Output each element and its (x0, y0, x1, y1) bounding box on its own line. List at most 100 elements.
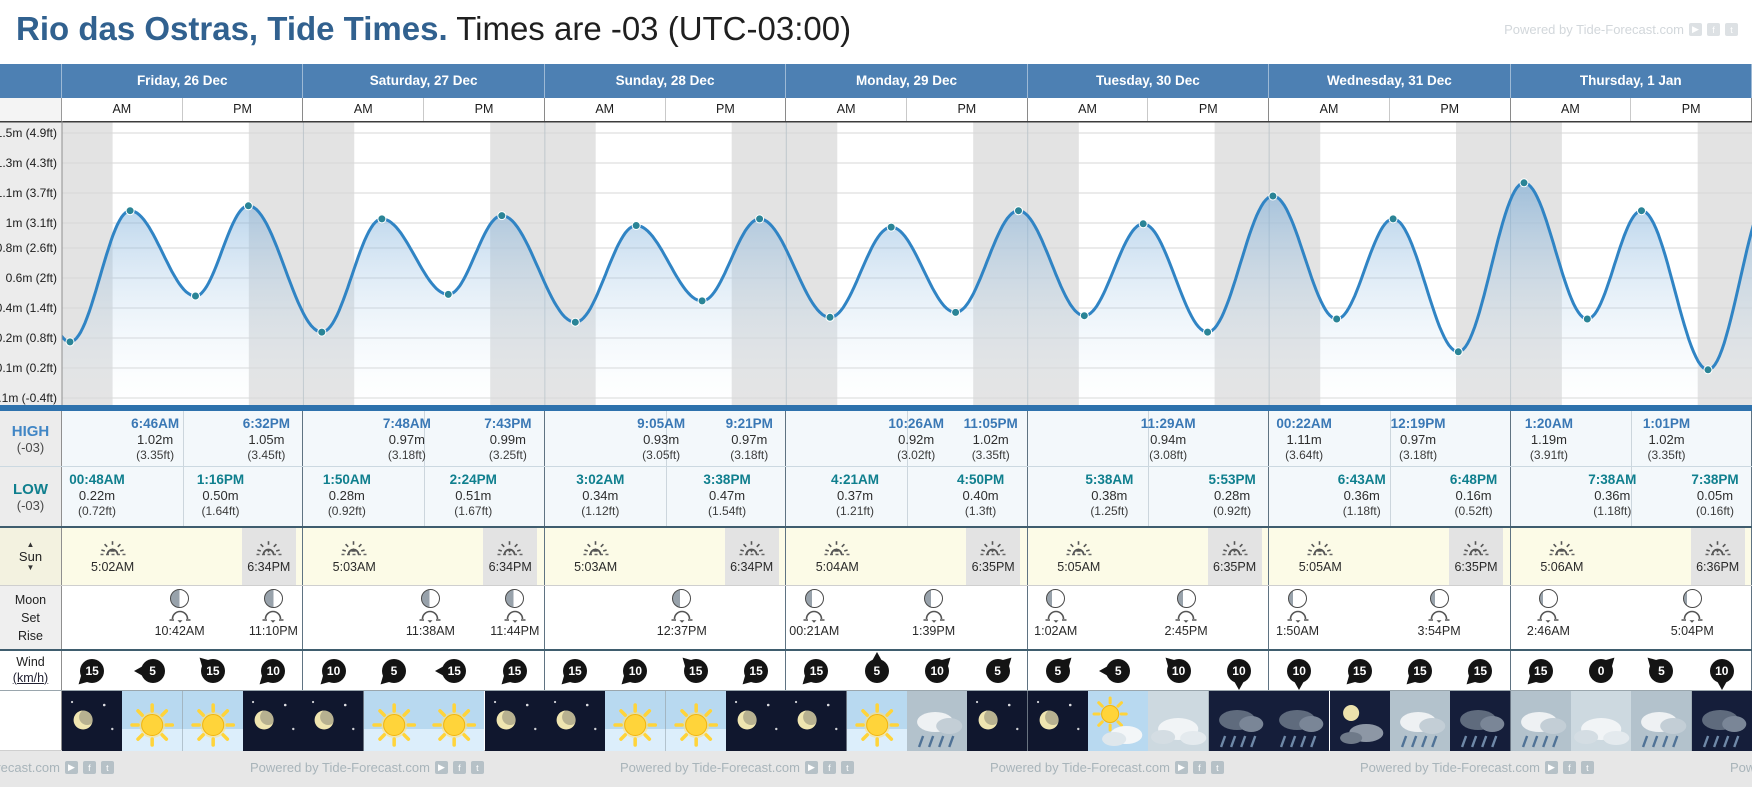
weather-icon-night-clear (243, 691, 304, 751)
facebook-icon[interactable]: f (452, 761, 466, 774)
moon-row: Moon Set Rise 10:42AM 11:10PM 11:38AM 11:44… (0, 586, 1752, 651)
tide-height-ft: (0.92ft) (1213, 504, 1252, 519)
wind-badge: 10 (1220, 652, 1258, 690)
facebook-icon[interactable]: f (1562, 761, 1576, 774)
wind-unit-link[interactable]: (km/h) (12, 670, 49, 685)
day-column: 6:46AM 1.02m (3.35ft) 6:32PM 1.05m (3.45ft) (62, 411, 304, 466)
moon-phase-icon (924, 589, 944, 608)
sunrise-entry: 5:03AM (327, 528, 381, 585)
watermark-link[interactable]: Powered by Tide-Forecast.com (990, 760, 1170, 775)
twitter-icon[interactable]: t (840, 761, 854, 774)
twitter-icon[interactable]: t (100, 761, 114, 774)
y-axis-label: 1.5m (4.9ft) (0, 126, 57, 140)
low-tide-entry: 1:50AM 0.28m (0.92ft) (312, 472, 382, 519)
moon-phase-icon (505, 589, 525, 608)
ampm-divider (1389, 467, 1391, 526)
moon-event-time: 11:44PM (490, 624, 540, 638)
twitter-icon[interactable]: t (1210, 761, 1224, 774)
moon-entry: 5:04PM (1664, 589, 1720, 638)
tide-extreme-dot (755, 214, 765, 224)
youtube-icon[interactable]: ▶ (434, 761, 448, 774)
weather-icon-sunny (182, 691, 244, 751)
weather-icon-cloudy (1148, 691, 1209, 751)
sunset-entry: 6:34PM (241, 528, 296, 585)
moon-phase-icon (420, 589, 440, 608)
moon-event-time: 2:46AM (1526, 624, 1570, 638)
facebook-icon[interactable]: f (822, 761, 836, 774)
tide-height-m: 0.99m (489, 432, 526, 448)
tide-time: 1:20AM (1524, 416, 1573, 431)
moon-event-time: 11:38AM (405, 624, 455, 638)
tide-height-ft: (1.64ft) (201, 504, 240, 519)
moon-phase-icon (1288, 589, 1308, 608)
weather-icon-sunny (122, 691, 183, 751)
watermark-link[interactable]: Powered by Tide-Forecast.com (1504, 22, 1684, 37)
youtube-icon[interactable]: ▶ (1689, 23, 1702, 36)
tide-height-ft: (3.35ft) (136, 448, 175, 463)
day-column: 00:48AM 0.22m (0.72ft) 1:16PM 0.50m (1.64ft) (62, 467, 304, 526)
wind-speed: 5 (140, 659, 165, 683)
day-column: 1:50AM 0.28m (0.92ft) 2:24PM 0.51m (1.67ft) (303, 467, 545, 526)
weather-cell (243, 691, 304, 751)
tide-time: 00:22AM (1276, 416, 1332, 431)
tide-time: 12:19PM (1390, 416, 1446, 431)
day-header-1: Friday, 26 Dec (62, 64, 304, 98)
facebook-icon[interactable]: f (1707, 23, 1720, 36)
wind-speed: 0 (1589, 659, 1614, 683)
low-tide-entry: 7:38AM 0.36m (1.18ft) (1577, 472, 1647, 519)
sunset-icon (1222, 541, 1248, 556)
footer-watermark: Powered by Tide-Forecast.com▶ft (1730, 760, 1752, 775)
wind-speed: 15 (1528, 659, 1553, 683)
y-axis-label: 0.4m (1.4ft) (0, 301, 57, 315)
sunset-icon (1463, 541, 1489, 556)
youtube-icon[interactable]: ▶ (1544, 761, 1558, 774)
twitter-icon[interactable]: t (1580, 761, 1594, 774)
youtube-icon[interactable]: ▶ (1174, 761, 1188, 774)
youtube-icon[interactable]: ▶ (64, 761, 78, 774)
moon-horizon-icon (671, 610, 693, 623)
twitter-icon[interactable]: t (470, 761, 484, 774)
wind-badge: 5 (375, 652, 413, 690)
day-column: 15 5 15 10 (62, 651, 304, 690)
wind-badge: 15 (1401, 652, 1439, 690)
day-header-7: Thursday, 1 Jan (1511, 64, 1752, 98)
watermark-link[interactable]: Powered by Tide-Forecast.com (250, 760, 430, 775)
facebook-icon[interactable]: f (1192, 761, 1206, 774)
weather-cell (363, 691, 425, 751)
ampm-divider (1389, 411, 1391, 466)
tide-height-ft: (1.12ft) (581, 504, 620, 519)
tide-extreme-dot (65, 337, 75, 347)
wind-speed: 10 (623, 659, 648, 683)
facebook-icon[interactable]: f (82, 761, 96, 774)
weather-cell (846, 691, 907, 751)
sunrise-entry: 5:03AM (569, 528, 623, 585)
low-tide-entry: 3:02AM 0.34m (1.12ft) (565, 472, 635, 519)
wind-badge: 5 (858, 652, 896, 690)
low-tide-row: LOW (-03) 00:48AM 0.22m (0.72ft) 1:16PM 0.50… (0, 466, 1752, 528)
weather-cell (1389, 691, 1451, 751)
watermark-link[interactable]: Powered by Tide-Forecast.com (0, 760, 60, 775)
moon-event-time: 10:42AM (154, 624, 205, 638)
watermark-link[interactable]: Powered by Tide-Forecast.com (620, 760, 800, 775)
moon-horizon-icon (1537, 610, 1559, 623)
tide-time: 6:46AM (131, 416, 180, 431)
weather-icon-night-clear (786, 691, 847, 751)
watermark-link[interactable]: Powered by Tide-Forecast.com (1360, 760, 1540, 775)
moon-phase-icon (1682, 589, 1702, 608)
low-tide-entry: 3:38PM 0.47m (1.54ft) (692, 472, 762, 519)
y-axis-label: 0.1m (0.2ft) (0, 361, 57, 375)
weather-cell (725, 691, 787, 751)
high-timezone: (-03) (16, 439, 45, 455)
youtube-icon[interactable]: ▶ (804, 761, 818, 774)
wind-speed: 5 (381, 659, 406, 683)
sun-row: ▲ Sun ▼ 5:02AM 6:34PM 5:03AM 6:34PM 5:03AM 6:… (0, 528, 1752, 586)
moon-horizon-icon (1175, 610, 1197, 623)
day-column: 7:48AM 0.97m (3.18ft) 7:43PM 0.99m (3.25ft) (303, 411, 545, 466)
weather-icon-rain-night (1691, 691, 1752, 751)
y-axis-label: -0.1m (-0.4ft) (0, 391, 57, 405)
watermark-link[interactable]: Powered by Tide-Forecast.com (1730, 760, 1752, 775)
tide-height-m: 0.97m (731, 432, 768, 448)
twitter-icon[interactable]: t (1725, 23, 1738, 36)
